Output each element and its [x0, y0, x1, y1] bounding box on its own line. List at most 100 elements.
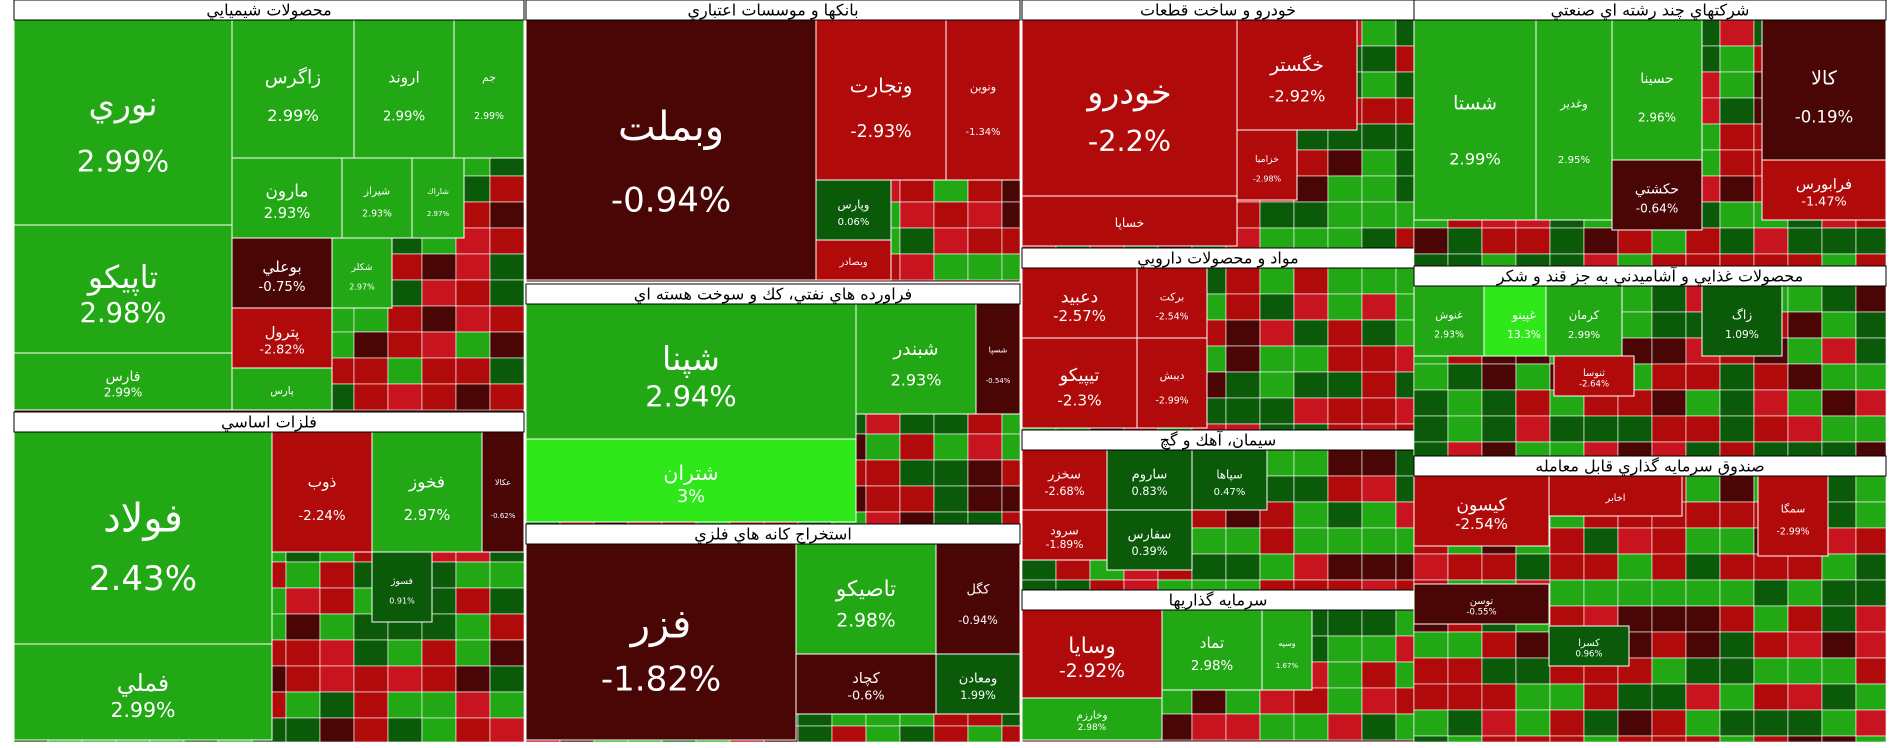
stock-rect[interactable]: [231, 367, 333, 411]
stock-rect[interactable]: [1021, 609, 1163, 699]
stock-cell[interactable]: خگستر -2.92%: [1236, 19, 1358, 131]
stock-rect[interactable]: [1136, 337, 1208, 429]
stock-cell[interactable]: شسپا -0.54%: [975, 303, 1021, 415]
stock-rect[interactable]: [1413, 285, 1485, 357]
stock-rect[interactable]: [1413, 475, 1550, 547]
stock-rect[interactable]: [1236, 129, 1298, 201]
stock-rect[interactable]: [1021, 509, 1108, 561]
stock-cell[interactable]: وبملت -0.94%: [525, 19, 817, 281]
stock-rect[interactable]: [525, 438, 857, 523]
stock-cell[interactable]: نوري 2.99%: [13, 19, 233, 226]
stock-rect[interactable]: [1021, 449, 1108, 511]
stock-cell[interactable]: شستا 2.99%: [1413, 19, 1537, 221]
stock-rect[interactable]: [13, 224, 233, 354]
stock-cell[interactable]: تاصيكو 2.98%: [795, 543, 937, 655]
stock-cell[interactable]: ديبش -2.99%: [1136, 337, 1208, 429]
stock-rect[interactable]: [1535, 19, 1613, 221]
stock-cell[interactable]: شبندر 2.93%: [855, 303, 977, 415]
stock-cell[interactable]: سخزر-2.68%: [1021, 449, 1108, 511]
stock-rect[interactable]: [13, 431, 273, 645]
stock-cell[interactable]: ونوين -1.34%: [945, 19, 1021, 181]
stock-rect[interactable]: [1191, 449, 1268, 511]
stock-rect[interactable]: [1757, 475, 1829, 557]
stock-rect[interactable]: [453, 19, 525, 159]
stock-cell[interactable]: كالا -0.19%: [1761, 19, 1887, 161]
stock-cell[interactable]: وسپه 1.67%: [1261, 609, 1313, 691]
stock-rect[interactable]: [231, 237, 333, 309]
stock-rect[interactable]: [1106, 449, 1193, 511]
stock-rect[interactable]: [1261, 609, 1313, 691]
stock-rect[interactable]: [935, 653, 1021, 715]
stock-cell[interactable]: سمگا -2.99%: [1757, 475, 1829, 557]
stock-rect[interactable]: [815, 179, 892, 241]
stock-cell[interactable]: سپاها 0.47%: [1191, 449, 1268, 511]
stock-cell[interactable]: مارون 2.93%: [231, 157, 343, 239]
stock-rect[interactable]: [1413, 19, 1537, 221]
stock-cell[interactable]: ذوب -2.24%: [271, 431, 373, 553]
stock-rect[interactable]: [481, 431, 525, 553]
stock-cell[interactable]: وسايا-2.92%: [1021, 609, 1163, 699]
stock-cell[interactable]: شيراز 2.93%: [341, 157, 413, 239]
stock-rect[interactable]: [1161, 609, 1263, 691]
stock-cell[interactable]: كچاد -0.6%: [795, 653, 937, 715]
stock-cell[interactable]: ثنوسا-2.64%: [1553, 355, 1635, 397]
stock-cell[interactable]: شكلر 2.97%: [331, 237, 393, 309]
stock-rect[interactable]: [1021, 697, 1163, 741]
stock-cell[interactable]: وتجارت -2.93%: [815, 19, 947, 181]
stock-cell[interactable]: دعبيد-2.57%: [1021, 267, 1138, 339]
stock-rect[interactable]: [815, 19, 947, 181]
stock-rect[interactable]: [1413, 583, 1550, 625]
stock-rect[interactable]: [945, 19, 1021, 181]
stock-rect[interactable]: [1021, 195, 1238, 247]
stock-cell[interactable]: فسوژ 0.91%: [371, 551, 433, 623]
stock-rect[interactable]: [371, 551, 433, 623]
stock-rect[interactable]: [1611, 19, 1703, 161]
stock-cell[interactable]: زاگرس 2.99%: [231, 19, 355, 159]
stock-cell[interactable]: تماد 2.98%: [1161, 609, 1263, 691]
stock-cell[interactable]: بوعلي -0.75%: [231, 237, 333, 309]
stock-rect[interactable]: [1701, 285, 1783, 357]
stock-cell[interactable]: وپارس 0.06%: [815, 179, 892, 241]
stock-rect[interactable]: [1136, 267, 1208, 339]
stock-rect[interactable]: [231, 19, 355, 159]
stock-cell[interactable]: عكالا -0.62%: [481, 431, 525, 553]
stock-rect[interactable]: [1553, 355, 1635, 397]
stock-rect[interactable]: [411, 157, 465, 239]
stock-rect[interactable]: [855, 303, 977, 415]
stock-rect[interactable]: [1761, 19, 1887, 161]
stock-rect[interactable]: [795, 653, 937, 715]
stock-cell[interactable]: اروند 2.99%: [353, 19, 455, 159]
stock-rect[interactable]: [13, 643, 273, 741]
stock-rect[interactable]: [1236, 19, 1358, 131]
stock-cell[interactable]: فزر -1.82%: [525, 543, 797, 741]
stock-cell[interactable]: وبصادر: [815, 239, 892, 281]
stock-rect[interactable]: [353, 19, 455, 159]
stock-cell[interactable]: سرود-1.89%: [1021, 509, 1108, 561]
stock-rect[interactable]: [341, 157, 413, 239]
stock-rect[interactable]: [271, 431, 373, 553]
stock-rect[interactable]: [525, 543, 797, 741]
stock-rect[interactable]: [1611, 159, 1703, 231]
stock-cell[interactable]: زاگ 1.09%: [1701, 285, 1783, 357]
stock-cell[interactable]: پارس: [231, 367, 333, 411]
stock-rect[interactable]: [1021, 19, 1238, 197]
stock-rect[interactable]: [1761, 159, 1887, 221]
stock-cell[interactable]: كيسون-2.54%: [1413, 475, 1550, 547]
stock-rect[interactable]: [1021, 267, 1138, 339]
stock-cell[interactable]: توسن-0.55%: [1413, 583, 1550, 625]
stock-cell[interactable]: خزاميا -2.98%: [1236, 129, 1298, 201]
stock-cell[interactable]: كرمان 2.99%: [1545, 285, 1623, 357]
stock-rect[interactable]: [331, 237, 393, 309]
stock-cell[interactable]: وغدير 2.95%: [1535, 19, 1613, 221]
stock-cell[interactable]: خساپا: [1021, 195, 1238, 247]
stock-cell[interactable]: حكشتي -0.64%: [1611, 159, 1703, 231]
stock-cell[interactable]: اخابر: [1548, 475, 1683, 517]
stock-cell[interactable]: جم 2.99%: [453, 19, 525, 159]
stock-rect[interactable]: [1021, 337, 1138, 429]
